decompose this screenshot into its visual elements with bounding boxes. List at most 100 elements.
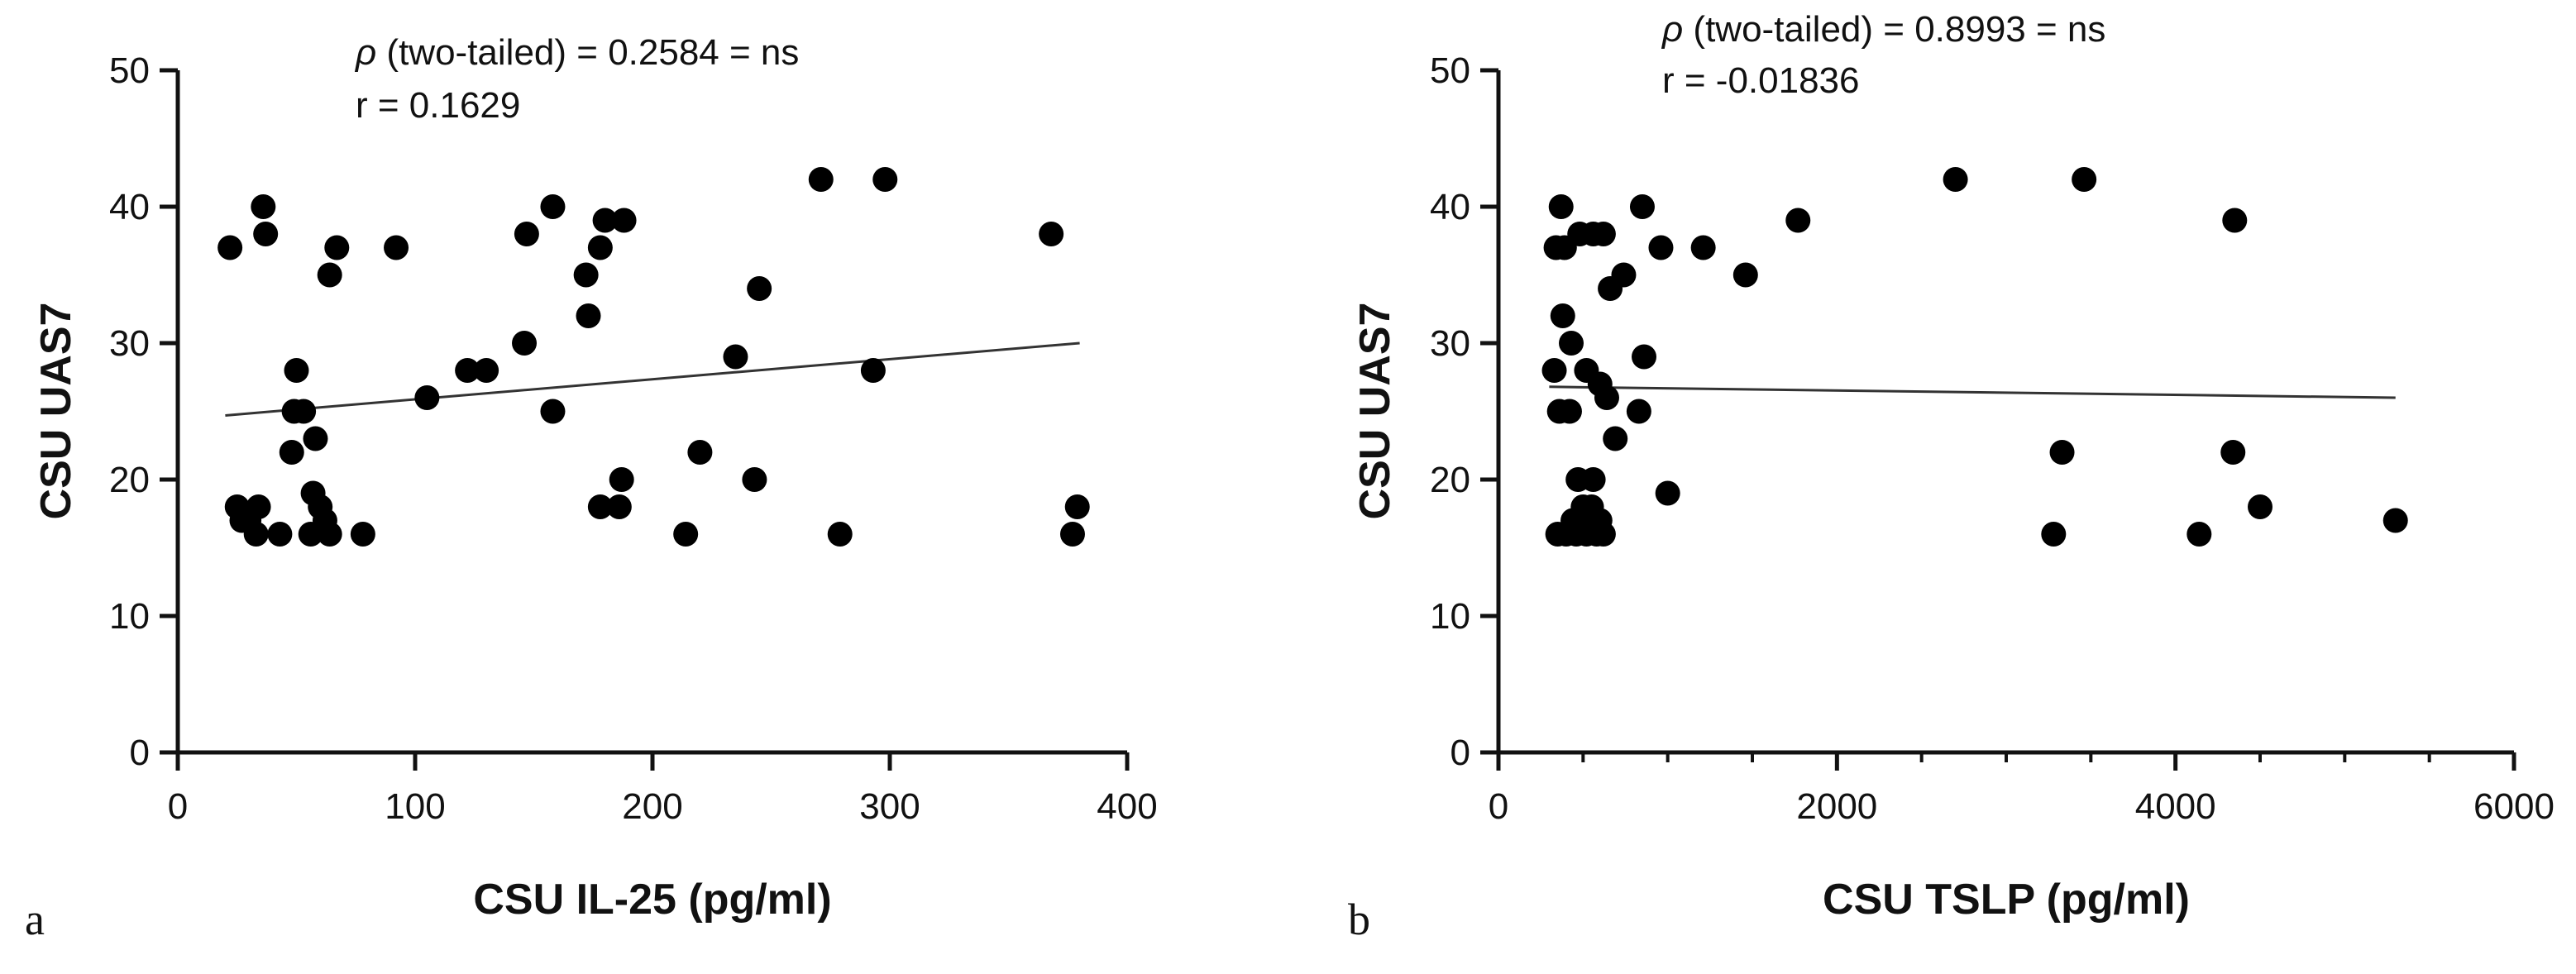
panel-a-marks	[217, 167, 1090, 547]
panel-b-x-tick-label: 2000	[1796, 786, 1877, 827]
panel-b-data-point	[1548, 194, 1574, 219]
panel-b-data-point	[1629, 194, 1655, 219]
panel-a-data-point	[317, 262, 342, 288]
panel-b-data-point	[1648, 235, 1674, 260]
panel-a-data-point	[251, 194, 276, 219]
panel-b-data-point	[1785, 208, 1811, 233]
panel-b-data-point	[1580, 467, 1606, 492]
panel-b-data-point	[1603, 426, 1628, 451]
panel-a-data-point	[742, 467, 767, 492]
panel-b-y-ticks: 0 10 20 30 40 50	[1430, 50, 1498, 773]
panel-b-data-point	[2041, 522, 2067, 547]
panel-a-data-point	[611, 208, 637, 233]
panel-a-x-tick-label: 200	[622, 786, 682, 827]
panel-a-y-tick-label: 30	[109, 323, 150, 364]
panel-a-data-point	[606, 494, 632, 519]
panel-a-regression-line	[225, 341, 1080, 417]
panel-a-x-ticks: 0 100 200 300 400	[168, 752, 1158, 827]
panel-a-p-value: ρ (two-tailed) = 0.2584 = ns	[354, 32, 799, 73]
panel-a-data-point	[317, 522, 342, 547]
panel-b-rho-symbol: ρ	[1661, 9, 1683, 50]
panel-a-rho-symbol: ρ	[354, 32, 376, 73]
panel-b-y-tick-label: 10	[1430, 596, 1470, 637]
panel-a-data-point	[512, 331, 538, 356]
panel-a-x-axis-title: CSU IL-25 (pg/ml)	[473, 876, 831, 924]
panel-b-data-point	[1626, 399, 1651, 424]
panel-b-y-tick-label: 50	[1430, 50, 1470, 91]
scatter-panel-a: 0 10 20 30 40 50 0 100 200 300 400 CSU IL-25 (pg/…	[25, 32, 1158, 944]
panel-b-p-text: (two-tailed) = 0.8993 = ns	[1683, 9, 2105, 50]
panel-a-x-tick-label: 100	[385, 786, 445, 827]
panel-a-data-point	[747, 276, 772, 301]
panel-b-y-tick-label: 30	[1430, 323, 1470, 364]
panel-a-x-tick-label: 0	[168, 786, 188, 827]
panel-a-data-point	[303, 426, 328, 451]
panel-a-data-point	[872, 167, 898, 192]
panel-a-data-point	[279, 440, 304, 465]
panel-a-y-tick-label: 50	[109, 50, 150, 91]
panel-a-data-point	[540, 399, 566, 424]
panel-b-x-ticks: 0 2000 4000 6000	[1489, 752, 2554, 827]
panel-b-data-point	[1943, 167, 1968, 192]
panel-a-y-axis-title: CSU UAS7	[32, 303, 80, 520]
panel-a-data-point	[298, 522, 323, 547]
panel-a-data-point	[324, 235, 350, 260]
panel-a-data-point	[673, 522, 699, 547]
panel-b-r-value: r = -0.01836	[1662, 60, 1860, 101]
panel-b-data-point	[1590, 522, 1616, 547]
panel-a-data-point	[587, 235, 613, 260]
panel-a-data-point	[291, 399, 317, 424]
panel-b-y-tick-label: 40	[1430, 187, 1470, 227]
panel-b-regression-line	[1549, 385, 2396, 399]
panel-a-data-point	[1039, 222, 1064, 246]
panel-b-y-axis-title: CSU UAS7	[1351, 303, 1399, 520]
panel-b-data-point	[1594, 385, 1619, 410]
panel-b-p-value: ρ (two-tailed) = 0.8993 = ns	[1661, 9, 2105, 50]
panel-a-x-tick-label: 300	[859, 786, 920, 827]
panel-a-p-text: (two-tailed) = 0.2584 = ns	[376, 32, 799, 73]
panel-a-data-point	[384, 235, 409, 260]
panel-a-data-point	[253, 222, 279, 246]
panel-b-x-tick-label: 6000	[2473, 786, 2554, 827]
panel-b-letter: b	[1348, 895, 1370, 944]
panel-b-data-point	[1590, 222, 1616, 246]
panel-a-data-point	[1064, 494, 1090, 519]
panel-b-x-tick-label: 4000	[2135, 786, 2216, 827]
panel-b-data-point	[1556, 399, 1582, 424]
panel-a-data-point	[284, 358, 309, 383]
panel-a-y-tick-label: 20	[109, 460, 150, 500]
panel-a-data-point	[573, 262, 599, 288]
panel-b-x-axis-title: CSU TSLP (pg/ml)	[1823, 876, 2190, 924]
panel-a-data-point	[687, 440, 713, 465]
panel-a-letter: a	[25, 895, 45, 944]
panel-a-x-tick-label: 400	[1097, 786, 1157, 827]
panel-b-data-point	[2186, 522, 2212, 547]
panel-b-data-point	[2222, 208, 2248, 233]
panel-b-data-point	[2382, 508, 2408, 533]
panel-a-data-point	[540, 194, 566, 219]
scatter-panel-b: 0 10 20 30 40 50 0 2000 4000 6000 CSU TSLP (pg/m…	[1348, 9, 2554, 944]
panel-b-data-point	[2049, 440, 2075, 465]
panel-a-r-value: r = 0.1629	[356, 85, 520, 126]
panel-b-data-point	[1559, 331, 1584, 356]
panel-b-data-point	[1655, 480, 1680, 506]
panel-a-data-point	[243, 522, 269, 547]
panel-a-data-point	[267, 522, 293, 547]
panel-a-data-point	[587, 494, 613, 519]
panel-a-data-point	[576, 303, 601, 328]
panel-b-data-point	[1611, 262, 1637, 288]
panel-b-data-point	[2248, 494, 2273, 519]
panel-a-data-point	[609, 467, 634, 492]
panel-b-data-point	[1541, 358, 1567, 383]
panel-a-data-point	[246, 494, 271, 519]
panel-a-data-point	[474, 358, 499, 383]
panel-a-data-point	[1059, 522, 1085, 547]
panel-a-data-point	[514, 222, 539, 246]
panel-b-data-point	[1550, 303, 1575, 328]
panel-a-data-point	[350, 522, 375, 547]
panel-a-y-tick-label: 0	[130, 733, 150, 773]
panel-a-data-point	[217, 235, 243, 260]
panel-a-data-point	[592, 208, 618, 233]
panel-a-y-tick-label: 10	[109, 596, 150, 637]
